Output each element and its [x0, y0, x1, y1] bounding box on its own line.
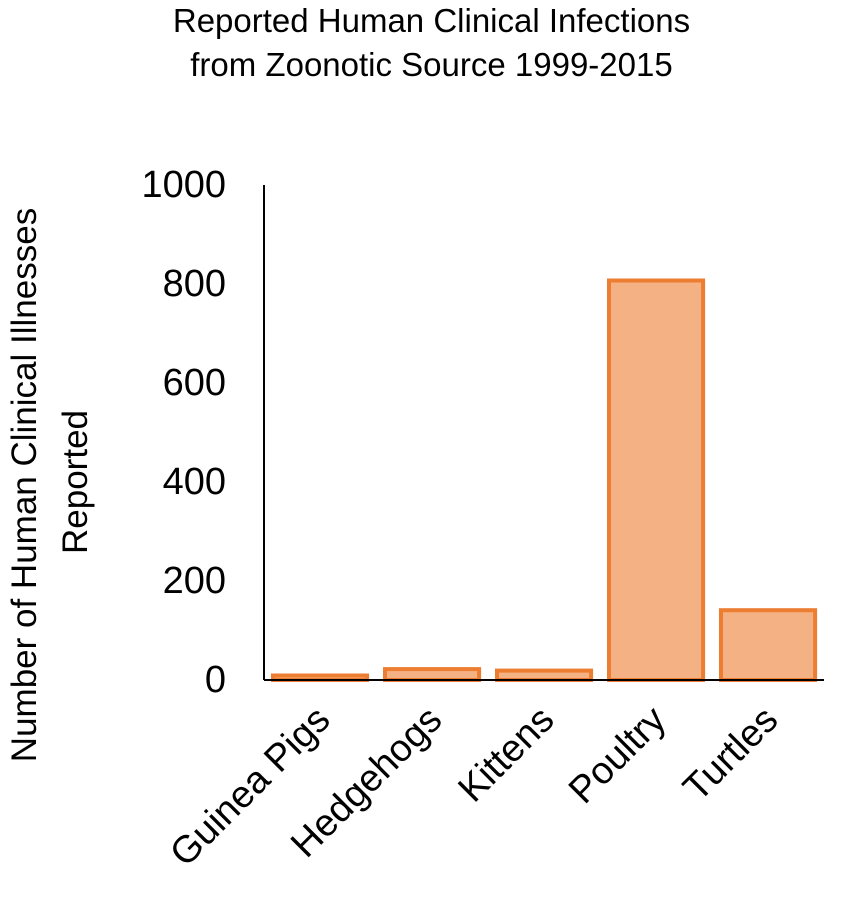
bar-kittens: [495, 668, 594, 682]
y-axis-title-line-2: Reported: [56, 410, 95, 554]
bar-hedgehogs: [383, 667, 482, 682]
y-tick-label: 400: [163, 461, 226, 503]
bar-turtles: [719, 608, 818, 683]
x-tick-label: Poultry: [561, 699, 674, 812]
y-tick-label: 0: [205, 659, 226, 701]
y-tick-label: 600: [163, 362, 226, 404]
bar-poultry: [607, 278, 706, 682]
x-tick-label: Kittens: [451, 699, 563, 811]
chart-title-line-1: Reported Human Clinical Infections: [172, 2, 691, 39]
y-tick-label: 800: [163, 263, 226, 305]
y-tick-label: 200: [163, 560, 226, 602]
chart-title-line-2: from Zoonotic Source 1999-2015: [190, 46, 673, 83]
y-tick-label: 1000: [141, 164, 226, 206]
x-tick-label: Turtles: [676, 699, 787, 810]
y-axis-title-line-1: Number of Human Clinical Illnesses: [5, 208, 44, 762]
